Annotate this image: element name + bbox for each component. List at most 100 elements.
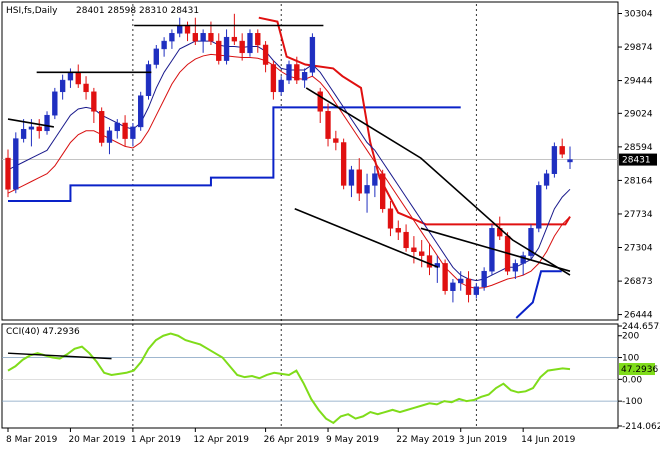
- candle-body: [520, 255, 526, 264]
- candle-body: [255, 33, 261, 46]
- candle-body: [5, 157, 11, 190]
- candle-body: [114, 122, 120, 132]
- cci-tick-label: 200: [622, 332, 639, 342]
- chart-header-symbol: HSI,fs,Daily: [6, 6, 58, 16]
- candle-body: [184, 25, 191, 34]
- candle-body: [177, 25, 183, 34]
- price-tick-label: 29444: [624, 77, 653, 87]
- channel-low-tail-line: [515, 270, 562, 319]
- candle-body: [528, 228, 534, 256]
- candle-body: [20, 128, 27, 139]
- price-tick-label: 29874: [624, 43, 653, 53]
- candle-body: [372, 173, 378, 186]
- candle-body: [192, 33, 199, 42]
- trend-line: [7, 118, 55, 128]
- trend-line: [305, 87, 571, 276]
- candle-body: [301, 72, 308, 81]
- candle-body: [340, 142, 347, 186]
- candle-body: [44, 114, 50, 132]
- price-tick-label: 27734: [624, 210, 653, 220]
- candle-body: [465, 278, 472, 295]
- candle-body: [481, 270, 487, 288]
- price-axis: 26444 26873 27304 27734 28164 28594 29024 29444…: [618, 9, 657, 321]
- price-tick-label: 26873: [624, 277, 653, 287]
- date-tick-label: 12 Apr 2019: [193, 435, 249, 445]
- price-tick-label: 29024: [624, 109, 653, 119]
- candle-body: [309, 36, 316, 73]
- candle-body: [458, 278, 464, 284]
- cci-label: CCI(40) 47.2936: [6, 327, 80, 337]
- grid-lines: [2, 4, 618, 428]
- candle-body: [239, 40, 245, 54]
- candle-body: [411, 247, 417, 252]
- chart-header-ohlc: 28401 28598 28310 28431: [76, 6, 199, 16]
- candle-body: [419, 251, 425, 256]
- candle-body: [348, 169, 355, 186]
- cci-indicator: [2, 332, 618, 425]
- candle-body: [216, 40, 222, 61]
- candle-body: [551, 146, 558, 174]
- date-tick-label: 3 Jun 2019: [459, 435, 508, 445]
- date-tick-label: 22 May 2019: [396, 435, 455, 445]
- cci-tick-label: 0.00: [622, 375, 642, 385]
- date-axis: 8 Mar 2019 20 Mar 2019 1 Apr 2019 12 Apr 20…: [6, 428, 576, 445]
- price-channel: [8, 16, 571, 319]
- date-tick-label: 26 Apr 2019: [264, 435, 320, 445]
- candle-body: [442, 263, 448, 291]
- candle-body: [145, 64, 152, 96]
- candle-body: [356, 169, 362, 194]
- candle-body: [294, 64, 300, 81]
- cci-tick-label: -100: [622, 397, 643, 407]
- candle-body: [67, 72, 74, 81]
- candle-body: [138, 95, 144, 128]
- cci-tick-label: 100: [622, 354, 639, 364]
- price-tick-label: 30304: [624, 9, 653, 19]
- trend-line: [294, 208, 439, 269]
- candle-body: [83, 83, 89, 93]
- candle-body: [364, 185, 370, 194]
- candle-body: [122, 122, 128, 139]
- candle-body: [36, 126, 42, 132]
- candle-body: [247, 33, 253, 54]
- candle-body: [286, 64, 292, 81]
- candle-body: [325, 111, 331, 139]
- candle-body: [567, 159, 573, 163]
- candle-body: [512, 263, 519, 272]
- candle-body: [208, 33, 214, 42]
- trend-line: [420, 227, 571, 272]
- candle-body: [52, 91, 58, 116]
- candle-body: [543, 173, 550, 186]
- candle-body: [223, 36, 230, 61]
- candle-body: [333, 138, 339, 143]
- candle-body: [75, 72, 81, 85]
- date-tick-label: 20 Mar 2019: [68, 435, 125, 445]
- candle-body: [426, 255, 433, 268]
- trend-lines: [7, 24, 571, 276]
- candle-body: [98, 111, 105, 143]
- current-price-label: 28431: [622, 156, 651, 166]
- date-tick-label: 8 Mar 2019: [6, 435, 58, 445]
- channel-low-line: [8, 106, 461, 202]
- candle-body: [130, 126, 136, 139]
- candle-body: [231, 36, 238, 42]
- candle-body: [161, 40, 167, 50]
- candle-body: [106, 130, 113, 143]
- date-tick-label: 1 Apr 2019: [131, 435, 181, 445]
- cci-axis: 244.6572200 100 0.00 -100 -214.062 47.2936: [618, 322, 660, 432]
- candle-body: [13, 138, 19, 190]
- candlestick-series: [5, 13, 573, 303]
- cci-current-box: [619, 363, 655, 376]
- channel-high-line: [258, 16, 571, 226]
- date-tick-label: 9 May 2019: [326, 435, 379, 445]
- candle-body: [169, 33, 175, 42]
- price-tick-label: 28164: [624, 176, 653, 186]
- candle-body: [536, 185, 542, 229]
- cci-trend-line: [7, 352, 112, 360]
- candle-body: [59, 79, 66, 93]
- candle-body: [559, 146, 565, 155]
- cci-line: [7, 332, 571, 425]
- date-tick-label: 14 Jun 2019: [521, 435, 575, 445]
